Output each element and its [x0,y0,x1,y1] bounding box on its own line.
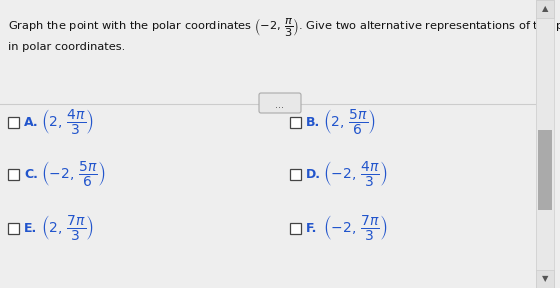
Bar [290,168,301,179]
Text: ...: ... [276,99,284,109]
Bar [536,0,554,18]
Bar [8,117,19,128]
Text: Graph the point with the polar coordinates $\left(-2,\,\dfrac{\pi}{3}\right)$. G: Graph the point with the polar coordinat… [8,16,560,38]
Text: B.: B. [306,115,320,128]
Text: ▼: ▼ [542,274,548,283]
Text: $\left(-2,\,\dfrac{5\pi}{6}\right)$: $\left(-2,\,\dfrac{5\pi}{6}\right)$ [41,160,106,189]
Text: A.: A. [24,115,39,128]
Text: D.: D. [306,168,321,181]
Bar [290,223,301,234]
Text: $\left(-2,\,\dfrac{4\pi}{3}\right)$: $\left(-2,\,\dfrac{4\pi}{3}\right)$ [323,160,388,189]
Text: C.: C. [24,168,38,181]
Text: in polar coordinates.: in polar coordinates. [8,42,125,52]
Bar [536,0,554,288]
Bar [290,117,301,128]
Text: F.: F. [306,221,318,234]
Bar [8,223,19,234]
Text: $\left(-2,\,\dfrac{7\pi}{3}\right)$: $\left(-2,\,\dfrac{7\pi}{3}\right)$ [323,213,388,242]
Text: ▲: ▲ [542,5,548,14]
Bar [536,270,554,288]
Text: E.: E. [24,221,38,234]
Bar [538,130,552,210]
Bar [8,168,19,179]
Text: $\left(2,\,\dfrac{5\pi}{6}\right)$: $\left(2,\,\dfrac{5\pi}{6}\right)$ [323,107,376,137]
Text: $\left(2,\,\dfrac{7\pi}{3}\right)$: $\left(2,\,\dfrac{7\pi}{3}\right)$ [41,213,94,242]
Text: $\left(2,\,\dfrac{4\pi}{3}\right)$: $\left(2,\,\dfrac{4\pi}{3}\right)$ [41,107,94,137]
Bar [536,0,554,288]
FancyBboxPatch shape [259,93,301,113]
